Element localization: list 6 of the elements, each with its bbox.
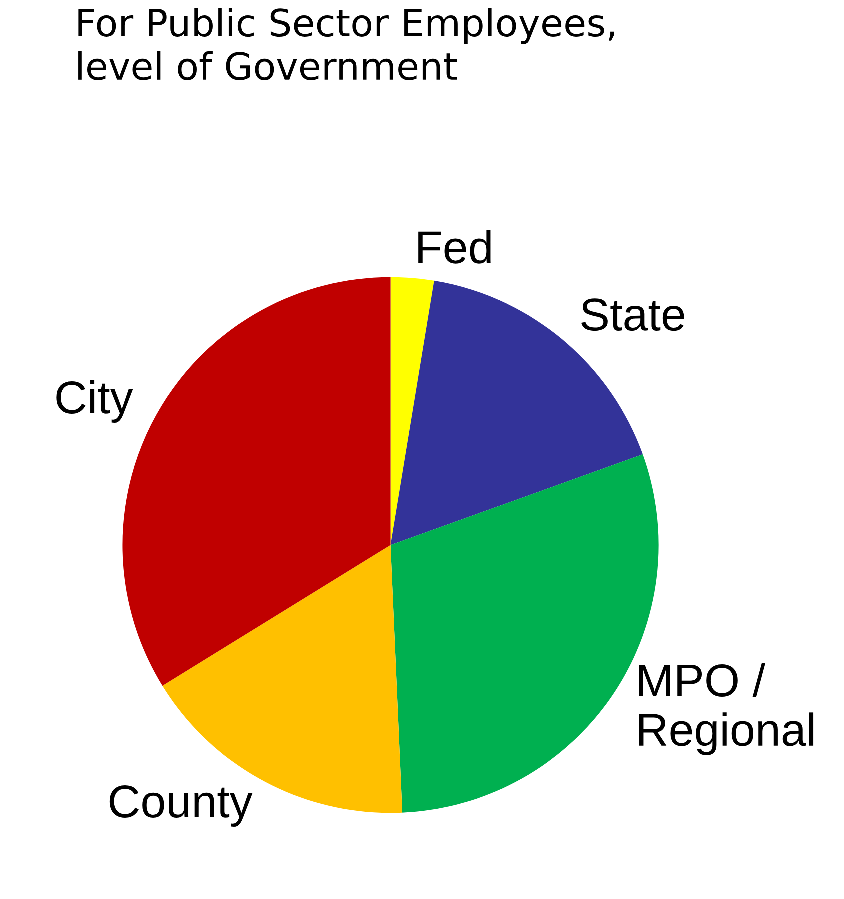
slice-label: State [582,298,684,332]
slice-label: City [56,380,134,424]
slice-label: County [110,786,253,828]
slice-label: Fed [418,230,491,264]
slice-label: MPO / Regional [639,663,814,756]
chart-title: For Public Sector Employees, level of Government [78,8,614,80]
